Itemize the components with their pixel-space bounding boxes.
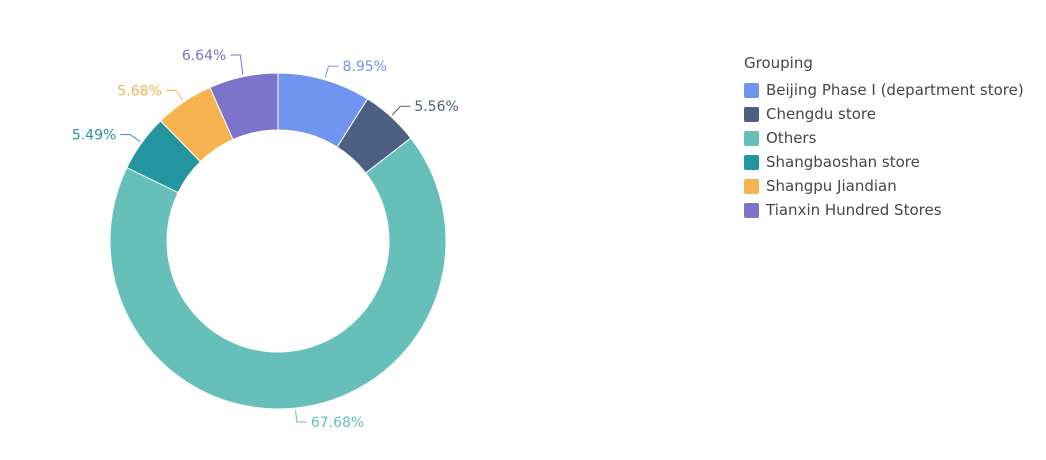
legend-swatch	[744, 178, 759, 194]
leader-line-beijing-phase-i-department-store	[324, 65, 339, 78]
legend-label: Tianxin Hundred Stores	[766, 201, 942, 219]
legend-swatch	[744, 154, 759, 170]
legend-item-tianxin-hundred-stores[interactable]: Tianxin Hundred Stores	[744, 198, 1024, 222]
legend-label: Shangbaoshan store	[766, 153, 920, 171]
legend-swatch	[744, 202, 759, 218]
legend-swatch	[744, 82, 759, 98]
legend-items: Beijing Phase I (department store) Chengd…	[744, 78, 1024, 222]
legend-item-chengdu-store[interactable]: Chengdu store	[744, 102, 1024, 126]
legend-label: Others	[766, 129, 817, 147]
data-label-beijing-phase-i-department-store: 8.95%	[343, 59, 387, 75]
legend-label: Beijing Phase I (department store)	[766, 81, 1024, 99]
leader-line-chengdu-store	[391, 105, 411, 116]
legend-label: Chengdu store	[766, 105, 876, 123]
slice-tianxin-hundred-stores[interactable]	[209, 72, 279, 141]
data-label-tianxin-hundred-stores: 6.64%	[182, 48, 226, 64]
data-label-others: 67.68%	[311, 415, 364, 431]
data-label-chengdu-store: 5.56%	[414, 99, 458, 115]
legend: Grouping Beijing Phase I (department sto…	[744, 52, 1024, 222]
legend-item-shangpu-jiandian[interactable]: Shangpu Jiandian	[744, 174, 1024, 198]
legend-swatch	[744, 106, 759, 122]
leader-line-tianxin-hundred-stores	[230, 54, 244, 75]
legend-swatch	[744, 130, 759, 146]
legend-item-shangbaoshan-store[interactable]: Shangbaoshan store	[744, 150, 1024, 174]
legend-item-beijing-phase-i-department-store[interactable]: Beijing Phase I (department store)	[744, 78, 1024, 102]
legend-title: Grouping	[744, 54, 813, 72]
data-label-shangpu-jiandian: 5.68%	[117, 83, 161, 99]
slice-others[interactable]	[109, 137, 447, 410]
leader-line-shangbaoshan-store	[120, 134, 141, 143]
leader-line-shangpu-jiandian	[165, 89, 184, 101]
leader-line-others	[295, 410, 307, 423]
legend-label: Shangpu Jiandian	[766, 177, 897, 195]
data-label-shangbaoshan-store: 5.49%	[72, 128, 116, 144]
labels-layer: 8.95% 5.56% 67.68% 5.49% 5.68% 6.64%	[72, 48, 459, 431]
legend-item-others[interactable]: Others	[744, 126, 1024, 150]
slices-layer	[109, 72, 447, 410]
